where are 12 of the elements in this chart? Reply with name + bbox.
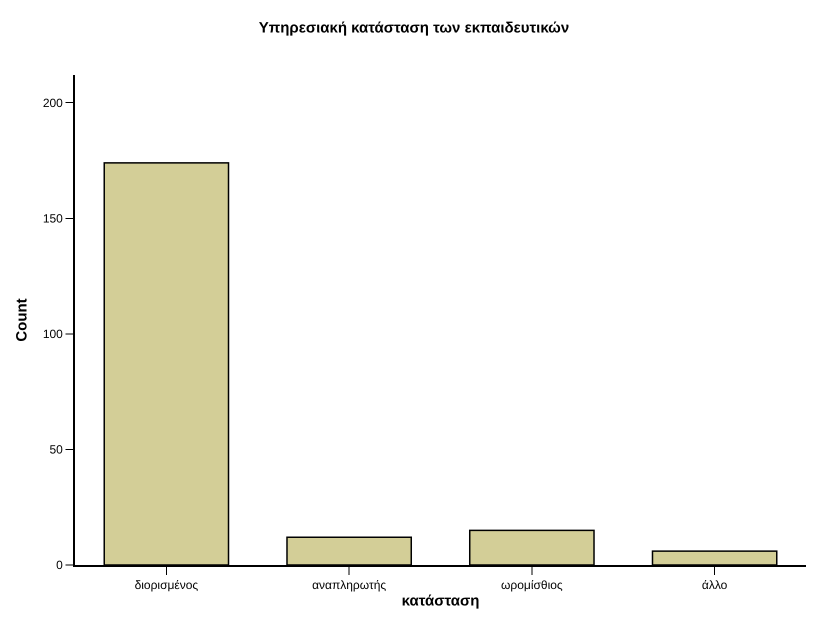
y-tick-label: 100 <box>42 327 64 342</box>
x-tick-label: διορισμένος <box>134 578 198 592</box>
x-tick-label: αναπληρωτής <box>312 578 386 592</box>
y-tick-label: 200 <box>42 96 64 110</box>
y-tick-label: 150 <box>42 212 64 226</box>
chart-title: Υπηρεσιακή κατάσταση των εκπαιδευτικών <box>258 19 570 36</box>
y-axis-title: Count <box>14 298 31 342</box>
y-tick-label: 0 <box>56 558 64 572</box>
x-tick-label: άλλο <box>702 578 728 592</box>
x-tick-label: ωρομίσθιος <box>501 578 563 592</box>
x-axis-title: κατάσταση <box>402 592 480 610</box>
y-tick-label: 50 <box>49 442 64 457</box>
